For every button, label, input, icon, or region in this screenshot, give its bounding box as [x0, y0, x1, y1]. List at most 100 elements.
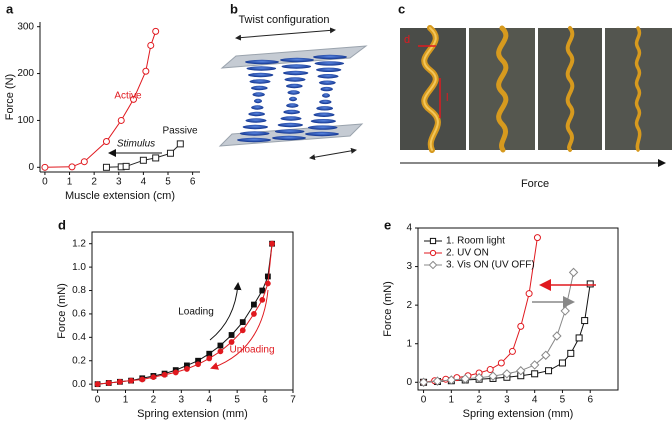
mesogen: [245, 118, 267, 123]
mesogen: [251, 105, 264, 110]
annotation: Active: [114, 91, 142, 102]
y-axis-label: Force (N): [4, 74, 16, 120]
marker: [508, 347, 516, 355]
marker: [558, 359, 566, 367]
mesogen: [313, 112, 335, 117]
legend-label: 3. Vis ON (UV OFF): [446, 260, 535, 271]
x-tick-label: 7: [290, 395, 296, 406]
y-axis-label: Force (mN): [382, 281, 394, 337]
marker: [264, 280, 271, 287]
mesogen: [305, 131, 339, 137]
mesogen: [286, 103, 299, 108]
mesogen: [283, 70, 309, 76]
marker: [567, 349, 575, 357]
marker: [68, 163, 76, 171]
marker: [486, 366, 494, 374]
annotation: Stimulus: [117, 139, 155, 150]
x-tick-label: 2: [91, 177, 97, 188]
x-tick-label: 1: [123, 395, 129, 406]
marker: [139, 376, 146, 383]
mesogen: [237, 137, 271, 143]
mesogen: [287, 90, 300, 95]
y-tick-label: 0: [28, 162, 34, 173]
x-tick-label: 4: [141, 177, 147, 188]
x-tick-label: 6: [262, 395, 268, 406]
unloading-arrow: [210, 289, 269, 370]
force-label: Force: [521, 178, 549, 190]
plot-frame: [91, 231, 294, 391]
marker: [497, 359, 505, 367]
y-tick-label: 0: [406, 377, 412, 388]
helix-stack: [237, 54, 347, 143]
x-tick-label: 0: [421, 395, 427, 406]
loading-label: Loading: [178, 307, 214, 318]
marker: [533, 234, 541, 242]
marker: [259, 287, 266, 294]
panel-label: a: [6, 1, 14, 16]
y-tick-label: 300: [17, 21, 34, 32]
x-tick-label: 5: [560, 395, 566, 406]
mesogen: [284, 77, 306, 82]
mesogen: [239, 131, 270, 136]
marker: [581, 317, 589, 325]
mesogen: [246, 66, 277, 71]
marker: [541, 350, 551, 360]
marker: [184, 366, 190, 372]
marker: [102, 138, 110, 146]
marker: [529, 360, 540, 370]
marker: [239, 319, 246, 326]
legend-label: 2. UV ON: [446, 248, 489, 259]
x-tick-label: 4: [532, 395, 538, 406]
y-tick-label: 1.2: [72, 238, 86, 249]
mesogen: [316, 106, 333, 111]
twist-label: Twist configuration: [238, 14, 329, 26]
marker: [139, 156, 147, 164]
x-tick-label: 2: [476, 395, 482, 406]
x-tick-label: 0: [42, 177, 48, 188]
x-tick-label: 5: [234, 395, 240, 406]
marker: [251, 311, 257, 317]
loading-arrow: [209, 282, 242, 341]
marker: [195, 361, 201, 368]
unloading-label: Unloading: [229, 345, 274, 356]
marker: [264, 273, 271, 280]
mesogen: [319, 99, 332, 105]
x-axis-label: Spring extension (mm): [137, 408, 248, 420]
marker: [217, 348, 224, 355]
mesogen: [319, 80, 336, 85]
mesogen: [280, 116, 302, 121]
y-axis-label: Force (mN): [56, 283, 68, 339]
mesogen: [272, 135, 306, 141]
mesogen: [248, 111, 265, 117]
x-tick-label: 1: [67, 177, 73, 188]
marker: [432, 376, 443, 386]
mesogen: [322, 93, 330, 98]
y-tick-label: 0.2: [72, 355, 86, 366]
marker: [217, 342, 224, 349]
legend-marker: [428, 260, 438, 270]
x-tick-label: 1: [449, 395, 455, 406]
x-tick-label: 3: [116, 177, 122, 188]
mesogen: [310, 118, 337, 124]
y-tick-label: 0.0: [72, 379, 86, 390]
photo-label: l: [446, 92, 448, 104]
marker: [102, 163, 110, 171]
y-tick-label: 4: [406, 223, 412, 234]
mesogen: [313, 54, 347, 60]
marker: [117, 378, 123, 385]
marker: [552, 331, 562, 341]
marker: [568, 267, 579, 278]
marker: [228, 339, 235, 345]
legend-label: 1. Room light: [446, 236, 505, 247]
mesogen: [274, 129, 305, 134]
marker: [128, 377, 134, 384]
marker: [206, 350, 213, 357]
mesogen: [252, 92, 265, 97]
x-tick-label: 3: [179, 395, 185, 406]
mesogen: [283, 109, 300, 115]
mesogen: [317, 74, 339, 79]
photo-label: d: [404, 34, 410, 46]
mesogen: [281, 64, 312, 69]
mesogen: [280, 57, 314, 63]
